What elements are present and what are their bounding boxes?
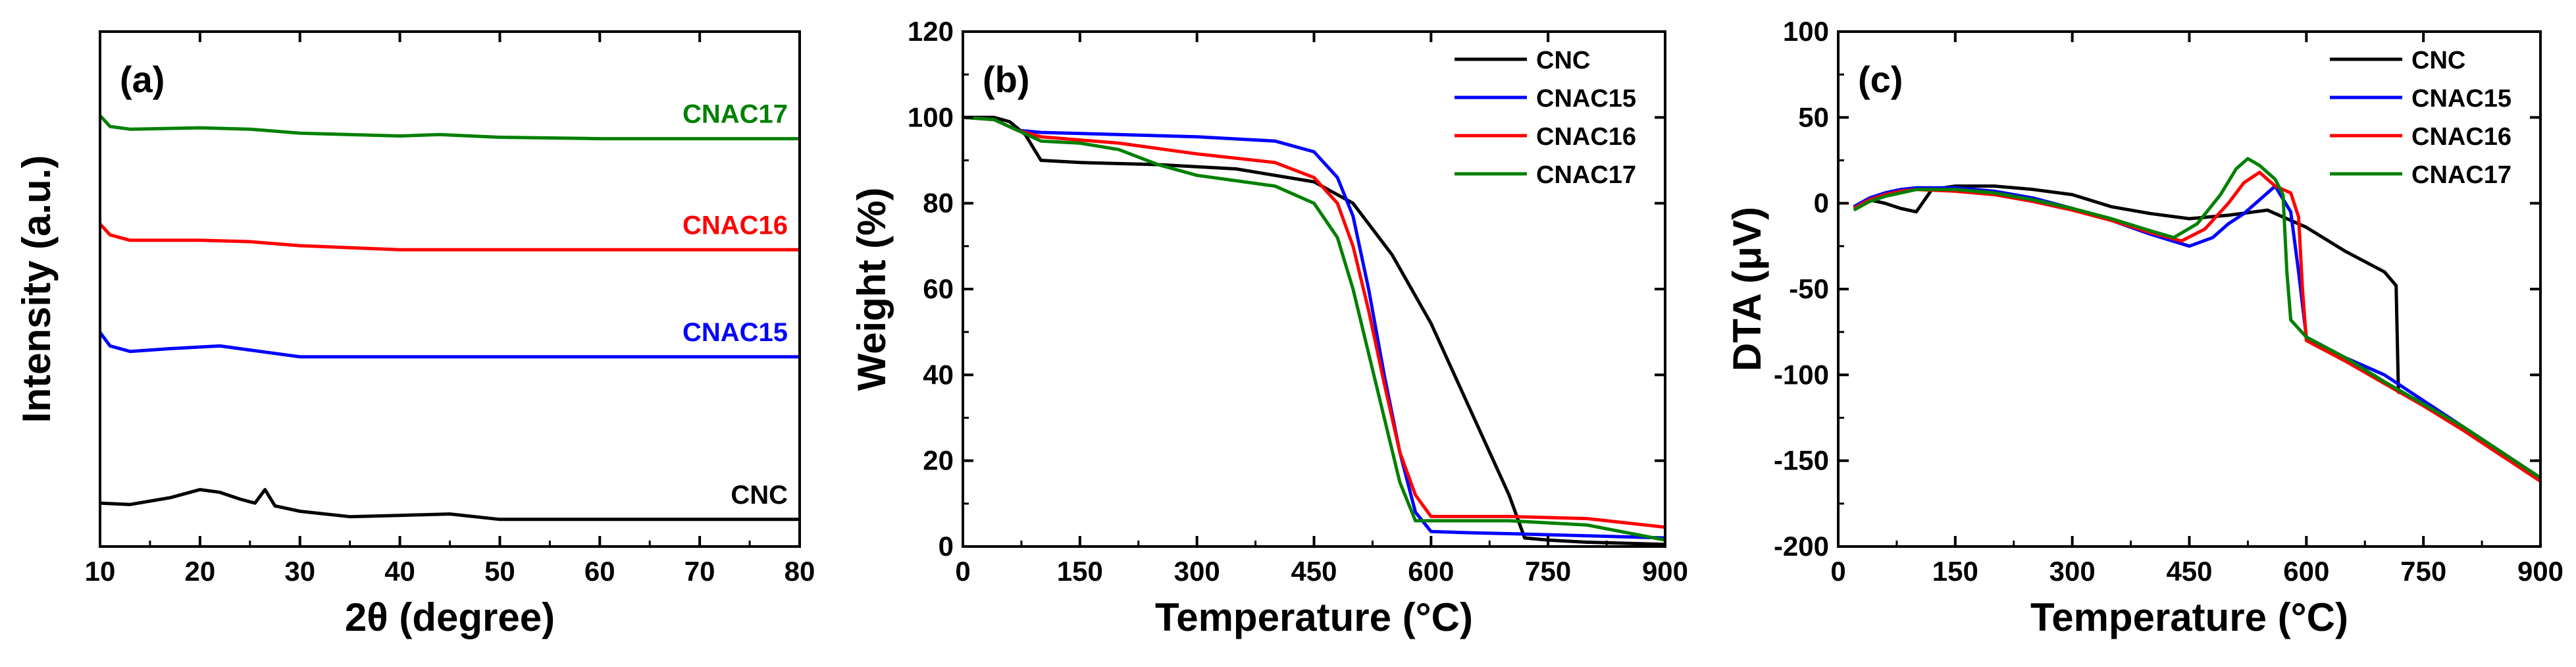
series-line-cnac17 <box>1853 157 2540 479</box>
y-tick-label: 20 <box>923 445 954 476</box>
y-tick-label: -50 <box>1789 273 1829 304</box>
x-tick-label: 50 <box>484 556 515 587</box>
series-line-cnac17 <box>100 114 800 141</box>
series-line-cnac16 <box>963 115 1665 529</box>
x-tick-label: 150 <box>1932 556 1978 587</box>
y-axis-title: Weight (%) <box>850 188 894 391</box>
y-tick-label: 120 <box>908 16 954 47</box>
x-tick-label: 600 <box>2283 556 2329 587</box>
x-tick-label: 150 <box>1057 556 1103 587</box>
series-line-cnc <box>100 488 800 521</box>
x-tick-label: 0 <box>955 556 970 587</box>
y-tick-label: 100 <box>908 101 954 132</box>
panel-c: 0 150 300 450 600 750 900 -200 -150 -100 -50 0 50 100… <box>1725 16 2563 639</box>
panel-a: 10 20 30 40 50 60 70 80 2θ (degree) Intensity (a.… <box>14 30 815 639</box>
x-axis-title: Temperature (°C) <box>1155 595 1473 639</box>
panel-b: 0 150 300 450 600 750 900 0 20 40 60 80 100 120 Temper… <box>850 16 1688 639</box>
series-lines <box>100 114 800 521</box>
legend: CNC CNAC15 CNAC16 CNAC17 <box>2330 47 2512 189</box>
y-tick-label: -100 <box>1774 359 1829 390</box>
x-tick-label: 40 <box>384 556 415 587</box>
series-line-cnac15 <box>1853 184 2540 479</box>
panel-label: (a) <box>120 59 165 100</box>
y-axis-title: DTA (μV) <box>1725 207 1769 371</box>
y-tick-label: 60 <box>923 273 954 304</box>
y-tick-label: -150 <box>1774 445 1829 476</box>
x-tick-label: 900 <box>2517 556 2563 587</box>
series-lines <box>1853 157 2540 483</box>
series-line-cnac15 <box>100 331 800 359</box>
x-tick-label: 0 <box>1830 556 1845 587</box>
legend-label-cnac17: CNAC17 <box>1536 161 1636 189</box>
x-tick-label: 10 <box>85 556 116 587</box>
y-tick-label: 80 <box>923 188 954 219</box>
x-tick-label: 750 <box>1525 556 1571 587</box>
y-axis-title: Intensity (a.u.) <box>14 155 59 423</box>
legend-label-cnac16: CNAC16 <box>1536 123 1636 151</box>
x-tick-label: 20 <box>184 556 215 587</box>
x-tick-label: 70 <box>684 556 715 587</box>
x-axis-title: Temperature (°C) <box>2030 595 2348 639</box>
series-line-cnac17 <box>963 115 1665 542</box>
x-tick-label: 900 <box>1642 556 1688 587</box>
y-tick-label: 100 <box>1783 16 1829 47</box>
series-label-cnac16: CNAC16 <box>683 211 788 240</box>
panel-label: (b) <box>983 59 1030 100</box>
x-tick-label: 750 <box>2400 556 2446 587</box>
legend-label-cnac15: CNAC15 <box>1536 85 1636 113</box>
y-tick-label: -200 <box>1774 531 1829 562</box>
series-lines <box>963 115 1665 547</box>
x-tick-label: 80 <box>785 556 815 587</box>
x-tick-label: 60 <box>584 556 615 587</box>
x-tick-label: 450 <box>2166 556 2212 587</box>
series-label-cnac17: CNAC17 <box>683 100 788 129</box>
x-tick-label: 30 <box>284 556 315 587</box>
legend-label-cnac17: CNAC17 <box>2411 161 2512 189</box>
series-label-cnac15: CNAC15 <box>683 318 788 347</box>
x-tick-label: 300 <box>2049 556 2096 587</box>
x-axis-title: 2θ (degree) <box>345 595 555 639</box>
series-line-cnc <box>1853 184 2540 479</box>
series-label-cnc: CNC <box>731 481 788 510</box>
legend-label-cnac15: CNAC15 <box>2411 85 2512 113</box>
y-tick-label: 0 <box>1814 188 1829 219</box>
legend-label-cnc: CNC <box>2411 47 2465 74</box>
legend: CNC CNAC15 CNAC16 CNAC17 <box>1455 47 1636 189</box>
series-line-cnac16 <box>100 223 800 252</box>
y-tick-label: 50 <box>1798 101 1829 132</box>
legend-label-cnc: CNC <box>1536 47 1590 74</box>
legend-label-cnac16: CNAC16 <box>2411 123 2512 151</box>
y-tick-label: 0 <box>939 531 954 562</box>
x-tick-label: 600 <box>1408 556 1454 587</box>
x-tick-label: 450 <box>1291 556 1337 587</box>
panel-label: (c) <box>1858 59 1903 100</box>
y-tick-label: 40 <box>923 359 954 390</box>
series-line-cnac15 <box>963 115 1665 540</box>
x-tick-label: 300 <box>1174 556 1220 587</box>
